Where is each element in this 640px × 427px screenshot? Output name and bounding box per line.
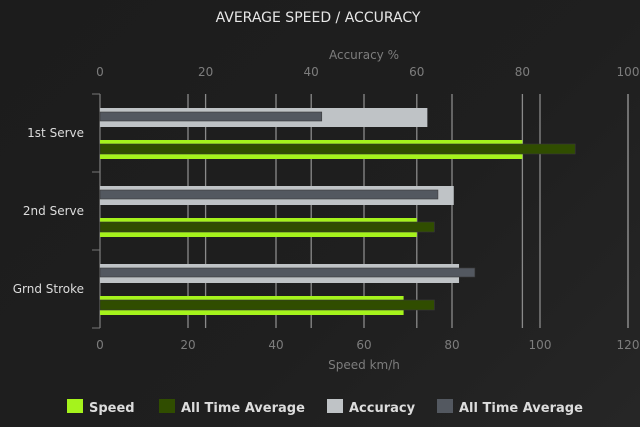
legend-label: Speed [89, 401, 135, 416]
bar-all-time-average [99, 111, 323, 122]
top_axis-tick-label: 100 [617, 65, 640, 79]
bottom_axis-tick-label: 40 [268, 338, 283, 352]
bottom_axis-tick-label: 0 [96, 338, 104, 352]
top_axis-tick-label: 0 [96, 65, 104, 79]
top_axis-tick-label: 80 [515, 65, 530, 79]
legend-swatch [437, 399, 453, 413]
bottom_axis-tick-label: 80 [444, 338, 459, 352]
bottom_axis-tick-label: 20 [180, 338, 195, 352]
top-axis-label: Accuracy % [329, 48, 399, 62]
legend-label: All Time Average [459, 401, 583, 416]
legend-label: All Time Average [181, 401, 305, 416]
bar-all-time-average [99, 267, 476, 278]
bar-all-time-average [99, 221, 435, 233]
legend-label: Accuracy [349, 401, 416, 416]
legend-swatch [67, 399, 83, 413]
top_axis-tick-label: 60 [409, 65, 424, 79]
bottom-axis-label: Speed km/h [328, 358, 400, 372]
top_axis-tick-label: 20 [198, 65, 213, 79]
bar-all-time-average [99, 189, 439, 200]
chart-title: AVERAGE SPEED / ACCURACY [216, 10, 421, 26]
bottom_axis-tick-label: 100 [529, 338, 552, 352]
legend-swatch [159, 399, 175, 413]
top_axis-tick-label: 40 [304, 65, 319, 79]
bar-all-time-average [99, 299, 435, 311]
bar-all-time-average [99, 143, 576, 155]
category-label: 1st Serve [27, 126, 84, 140]
bottom_axis-tick-label: 60 [356, 338, 371, 352]
legend-swatch [327, 399, 343, 413]
category-label: Grnd Stroke [13, 282, 84, 296]
bottom_axis-tick-label: 120 [617, 338, 640, 352]
category-label: 2nd Serve [23, 204, 84, 218]
